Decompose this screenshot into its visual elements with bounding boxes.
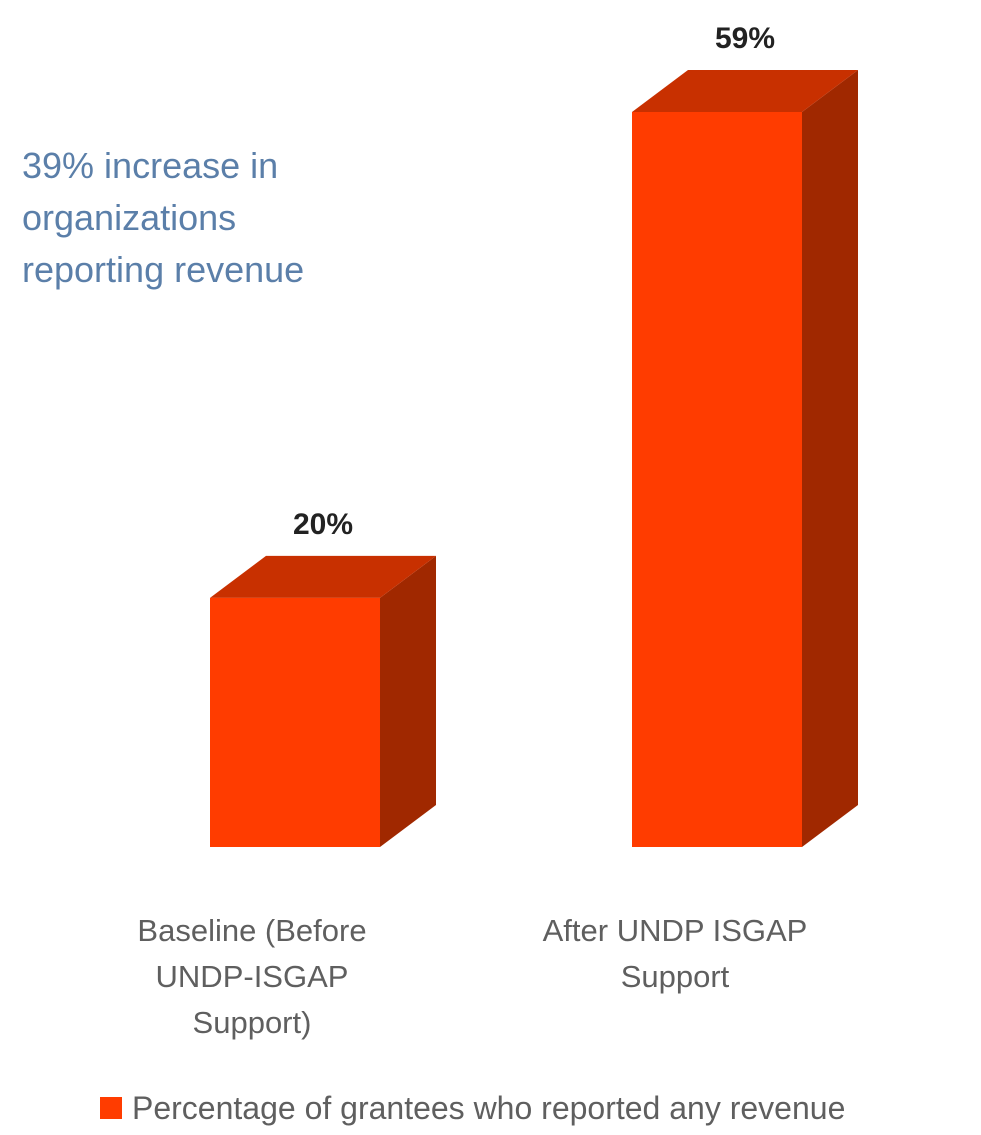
bar-front-face [210,597,380,847]
category-label-baseline: Baseline (Before UNDP-ISGAP Support) [137,913,367,1040]
bar-side-face [802,70,858,847]
bar-top-face [632,70,858,112]
legend-swatch [100,1097,122,1119]
category-label-after: After UNDP ISGAP Support [542,913,808,994]
bar-baseline [210,555,436,847]
bar-after [632,70,858,847]
chart-annotation: 39% increase in organizations reporting … [22,145,305,290]
chart-legend: Percentage of grantees who reported any … [100,1088,845,1128]
legend-label: Percentage of grantees who reported any … [132,1089,846,1126]
data-label-baseline: 20% [293,508,353,541]
bar-top-face [210,555,436,598]
data-label-after: 59% [715,22,775,55]
bar-front-face [632,112,802,847]
bar-side-face [380,555,436,847]
